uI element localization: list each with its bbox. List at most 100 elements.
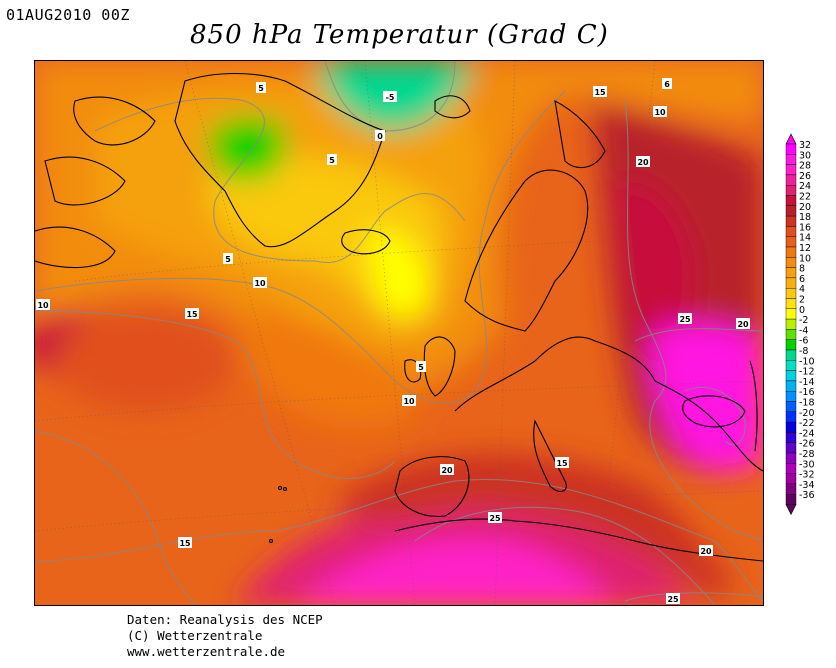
legend-swatch (785, 339, 797, 351)
legend-label: -24 (799, 428, 815, 439)
legend-label: 28 (799, 161, 811, 172)
legend-swatch (785, 483, 797, 495)
legend-swatch (785, 215, 797, 227)
legend-label: -22 (799, 418, 815, 429)
contour-label: 10 (37, 301, 49, 310)
legend-label: 10 (799, 253, 811, 264)
temperature-map: -5 0 5 5 5 5 6 10 10 10 10 15 15 15 15 2… (34, 60, 764, 606)
legend-label: 24 (799, 181, 811, 192)
contour-label: 15 (179, 539, 191, 548)
contour-label: -5 (386, 93, 395, 102)
credits: Daten: Reanalysis des NCEP (C) Wetterzen… (127, 612, 323, 660)
contour-label: 10 (403, 397, 415, 406)
legend-label: 20 (799, 202, 811, 213)
legend-label: 6 (799, 274, 805, 285)
contour-label: 20 (737, 320, 749, 329)
legend-swatch (785, 360, 797, 371)
legend-label: 12 (799, 243, 811, 254)
coastlines (35, 73, 763, 562)
contour-label: 5 (225, 255, 231, 264)
legend-swatch (785, 421, 797, 433)
legend-swatch (785, 246, 797, 258)
legend-swatch (785, 154, 797, 165)
legend-label: 22 (799, 192, 811, 203)
legend-swatch (785, 370, 797, 382)
legend-label: -8 (799, 346, 808, 357)
legend-swatch (785, 143, 797, 155)
contour-label: 0 (377, 132, 383, 141)
forecast-date: 01AUG2010 00Z (6, 6, 130, 24)
legend-canvas: 32302826242220181614121086420-2-4-6-8-10… (785, 133, 815, 516)
contour-label: 20 (441, 466, 453, 475)
legend-swatch (785, 380, 797, 392)
contour-label: 5 (258, 84, 264, 93)
legend-label: -2 (799, 315, 808, 326)
legend-swatch (785, 494, 797, 505)
legend-swatch (785, 463, 797, 474)
credit-url: www.wetterzentrale.de (127, 644, 286, 659)
legend-swatch (785, 195, 797, 207)
contour-label: 15 (556, 459, 568, 468)
legend-label: -36 (799, 490, 815, 501)
legend-label: -14 (799, 377, 815, 388)
legend-label: 18 (799, 212, 811, 223)
contour-label: 25 (667, 595, 679, 604)
credit-copyright: (C) Wetterzentrale (127, 628, 263, 643)
legend-label: -20 (799, 408, 815, 419)
legend-swatch (785, 277, 797, 289)
contour-label: 15 (186, 310, 198, 319)
legend-label: -32 (799, 470, 815, 481)
legend-label: -30 (799, 459, 815, 470)
contour-label: 20 (700, 547, 712, 556)
map-canvas: -5 0 5 5 5 5 6 10 10 10 10 15 15 15 15 2… (35, 61, 763, 605)
legend-label: 16 (799, 222, 811, 233)
legend-swatch (785, 411, 797, 423)
legend-swatch (785, 287, 797, 299)
legend-swatch (785, 401, 797, 413)
graticule (35, 61, 763, 605)
legend-swatch (785, 174, 797, 186)
legend-swatch (785, 391, 797, 402)
contour-label: 25 (489, 514, 501, 523)
legend-label: -10 (799, 356, 815, 367)
legend-swatch (785, 349, 797, 361)
legend-swatch (785, 257, 797, 268)
legend-swatch (785, 308, 797, 320)
contour-label: 20 (637, 158, 649, 167)
chart-title: 850 hPa Temperatur (Grad C) (190, 20, 609, 50)
contour-label: 10 (654, 108, 666, 117)
legend-swatch (785, 432, 797, 443)
contour-label: 6 (664, 80, 670, 89)
legend-label: -4 (799, 325, 808, 336)
legend-swatch (785, 473, 797, 485)
legend-swatch (785, 205, 797, 217)
contour-label-group: -5 0 5 5 5 5 6 10 10 10 10 15 15 15 15 2… (36, 78, 750, 604)
legend-label: 8 (799, 264, 805, 275)
credit-data-source: Daten: Reanalysis des NCEP (127, 612, 323, 627)
legend-swatch (785, 442, 797, 454)
legend-label: -28 (799, 449, 815, 460)
legend-swatch (785, 236, 797, 248)
legend-label: 32 (799, 140, 811, 151)
legend-swatch (785, 267, 797, 279)
legend-label: -34 (799, 480, 815, 491)
legend-arrow-top (785, 133, 797, 145)
legend-label: -6 (799, 336, 808, 347)
legend-label: 26 (799, 171, 811, 182)
legend-swatch (785, 164, 797, 176)
legend-swatch (785, 452, 797, 464)
legend-swatch (785, 226, 797, 237)
legend-label: -26 (799, 439, 815, 450)
contour-label: 10 (254, 279, 266, 288)
contour-label: 5 (329, 156, 335, 165)
legend-swatch (785, 298, 797, 310)
legend-label: 0 (799, 305, 805, 316)
legend-arrow-bottom (785, 504, 797, 516)
legend-label: 30 (799, 150, 811, 161)
legend-label: -16 (799, 387, 815, 398)
contour-label: 5 (418, 363, 424, 372)
legend-label: -12 (799, 367, 815, 378)
legend-swatch (785, 318, 797, 330)
legend-label: -18 (799, 398, 815, 409)
legend-label: 14 (799, 233, 811, 244)
